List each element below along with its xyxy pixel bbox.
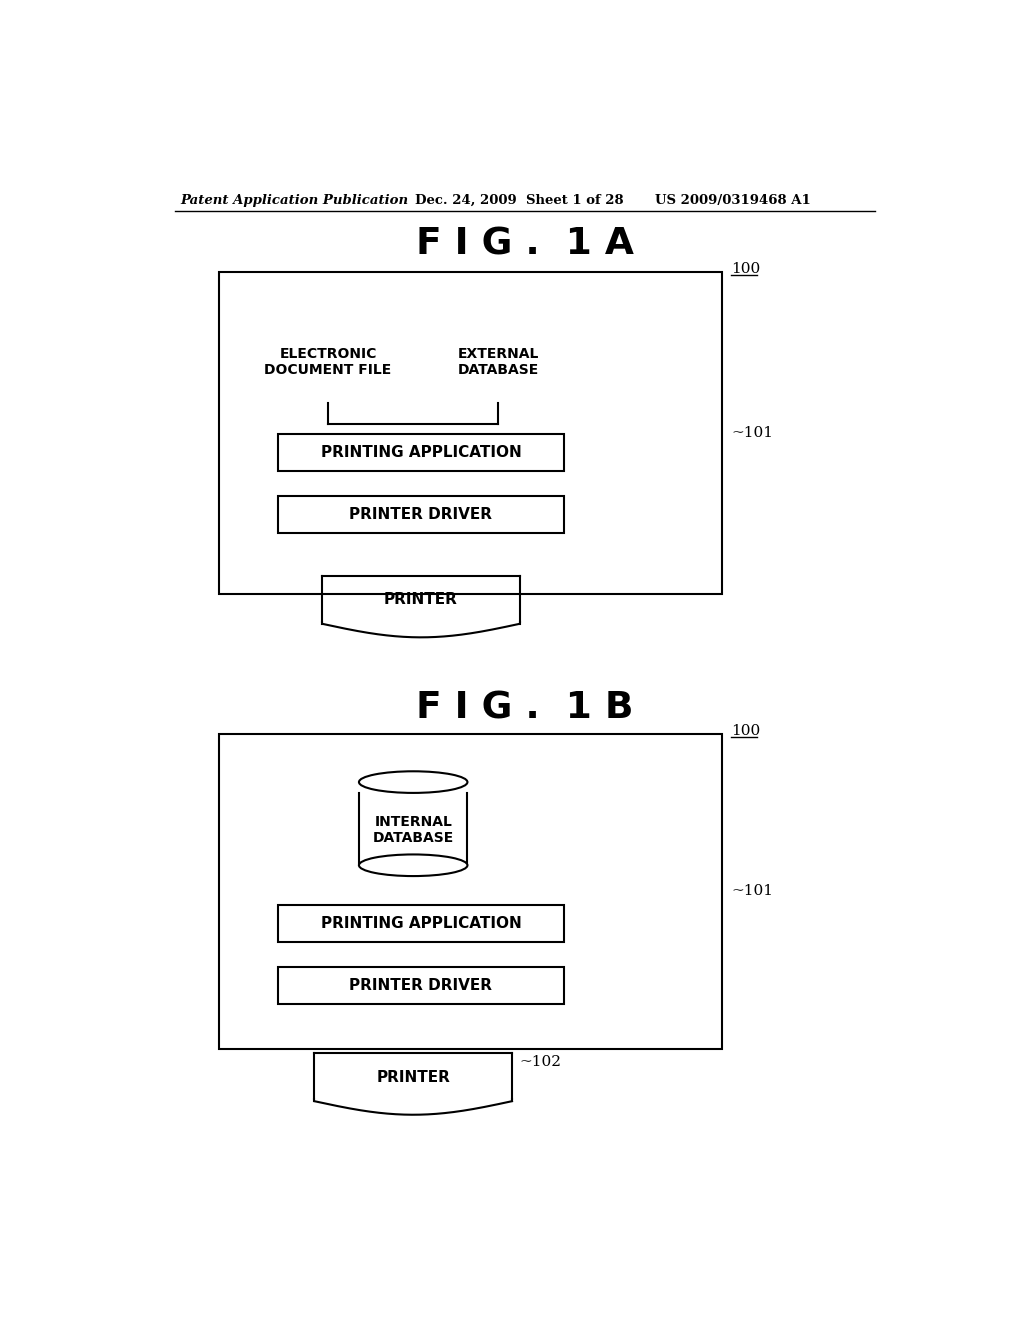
Text: PRINTING APPLICATION: PRINTING APPLICATION [321, 445, 521, 461]
Bar [219, 734, 722, 1048]
Ellipse shape [268, 391, 388, 416]
Text: F I G .  1 B: F I G . 1 B [416, 690, 634, 727]
Bar [219, 272, 722, 594]
Text: PRINTER: PRINTER [376, 1069, 451, 1085]
Text: ~101: ~101 [731, 884, 773, 899]
Text: 100: 100 [731, 261, 760, 276]
Text: EXTERNAL
DATABASE: EXTERNAL DATABASE [458, 347, 540, 378]
Polygon shape [334, 772, 493, 882]
Bar [278, 434, 564, 471]
Polygon shape [438, 318, 558, 404]
Ellipse shape [359, 771, 467, 793]
Text: Patent Application Publication: Patent Application Publication [180, 194, 409, 207]
Text: ~106: ~106 [570, 507, 612, 521]
Bar [278, 906, 564, 942]
Ellipse shape [334, 866, 493, 899]
Bar [278, 496, 564, 533]
Text: 100: 100 [731, 723, 760, 738]
Ellipse shape [359, 854, 467, 876]
Text: PRINTER: PRINTER [384, 593, 458, 607]
Text: ~104: ~104 [570, 917, 612, 931]
Text: 105a: 105a [486, 284, 525, 298]
Text: ~106: ~106 [570, 978, 612, 993]
Text: PRINTING APPLICATION: PRINTING APPLICATION [321, 916, 521, 932]
Ellipse shape [334, 739, 493, 772]
Text: 103: 103 [297, 284, 326, 298]
Text: PRINTER DRIVER: PRINTER DRIVER [349, 507, 493, 521]
Text: ~102: ~102 [520, 1056, 562, 1069]
Text: ~104: ~104 [570, 446, 612, 459]
Text: ELECTRONIC
DOCUMENT FILE: ELECTRONIC DOCUMENT FILE [264, 347, 391, 378]
Ellipse shape [438, 391, 558, 416]
Text: INTERNAL
DATABASE: INTERNAL DATABASE [373, 816, 454, 845]
Text: ~101: ~101 [731, 426, 773, 441]
Text: US 2009/0319468 A1: US 2009/0319468 A1 [655, 194, 811, 207]
Ellipse shape [268, 292, 388, 318]
Text: 103: 103 [500, 762, 529, 775]
Polygon shape [323, 576, 520, 624]
Text: ~105b: ~105b [475, 787, 526, 801]
Text: F I G .  1 A: F I G . 1 A [416, 227, 634, 263]
Ellipse shape [438, 292, 558, 318]
Polygon shape [268, 318, 388, 404]
Polygon shape [359, 793, 467, 866]
Text: ~102: ~102 [527, 578, 569, 591]
Bar [278, 966, 564, 1003]
Polygon shape [314, 1053, 512, 1101]
Text: PRINTER DRIVER: PRINTER DRIVER [349, 978, 493, 993]
Text: Dec. 24, 2009  Sheet 1 of 28: Dec. 24, 2009 Sheet 1 of 28 [415, 194, 624, 207]
